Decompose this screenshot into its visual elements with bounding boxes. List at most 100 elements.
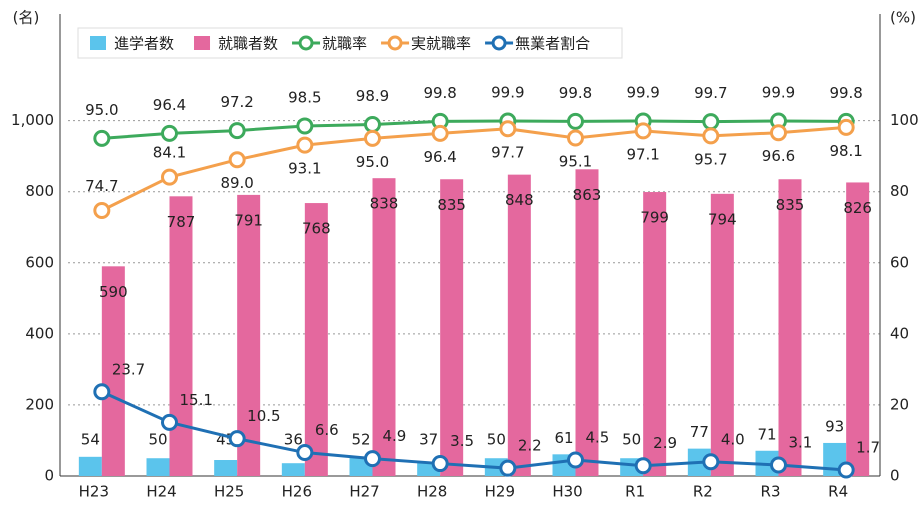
line-point [93,129,111,147]
legend-marker [298,35,314,51]
y2-tick-label: 80 [890,182,909,200]
line-point [93,202,111,220]
line-label: 97.7 [491,143,524,161]
legend-marker [491,35,507,51]
bar-label: 54 [81,431,100,449]
line-label: 95.0 [85,101,118,119]
x-tick-label: R4 [828,483,848,501]
bar-label: 77 [690,423,709,441]
bar [304,203,328,476]
bar-label: 794 [708,210,737,228]
line-label: 99.9 [762,83,795,101]
line [101,390,847,472]
line-label: 74.7 [85,177,118,195]
line-point [837,118,855,136]
line-label: 95.0 [356,153,389,171]
y-tick-label: 200 [25,395,54,413]
line-label: 97.2 [220,93,253,111]
line-label: 96.6 [762,147,795,165]
bar [169,196,193,476]
y2-tick-label: 20 [890,395,909,413]
x-tick-label: H25 [214,483,244,501]
bar-label: 590 [99,283,128,301]
line-label: 97.1 [626,145,659,163]
y2-tick-label: 0 [890,467,900,485]
legend-label: 実就職率 [411,35,471,53]
line [101,119,847,140]
line-label: 99.9 [626,83,659,101]
line-point [837,461,855,479]
line-point [161,413,178,431]
line-point [296,117,314,135]
line-label: 99.8 [559,84,592,102]
line-point [296,136,314,154]
bar-label: 50 [148,431,167,449]
line-label: 84.1 [153,144,186,162]
line-label: 99.8 [829,84,862,102]
line-point [567,112,584,130]
x-tick-label: H24 [146,483,176,501]
line-label: 2.9 [653,434,677,452]
line-point [702,113,720,131]
bar-label: 835 [776,196,805,214]
legend-box [77,27,623,59]
line-point [364,116,381,134]
line-label: 15.1 [180,391,213,409]
line-label: 89.0 [220,174,253,192]
line-point [702,453,720,471]
line-label: 2.2 [518,437,542,455]
line-label: 96.4 [153,96,186,114]
bar [372,178,396,477]
line-point [228,122,246,140]
bar-label: 71 [757,425,776,443]
bar [281,463,305,476]
line-point [296,444,314,462]
bar-label: 863 [573,186,602,204]
bar [575,169,599,476]
x-tick-label: H28 [417,483,447,501]
line-point [770,456,787,474]
x-tick-label: R1 [625,483,645,501]
line-point [228,151,246,169]
line-point [228,430,246,448]
x-tick-label: H27 [349,483,379,501]
bar-label: 848 [505,191,534,209]
line-point [431,124,449,142]
line-point [364,129,381,147]
y2-tick-label: 60 [890,253,909,271]
line-label: 99.8 [423,84,456,102]
line-point [499,459,517,477]
legend-label: 無業者割合 [515,35,590,53]
bar [440,179,464,476]
legend-label: 就職率 [322,35,367,53]
line-label: 4.0 [721,430,745,448]
x-tick-label: R3 [761,483,781,501]
bar [507,174,531,476]
legend-swatch [90,36,106,50]
line-point [634,457,652,475]
line-label: 1.7 [856,438,880,456]
bar [710,193,734,476]
y-tick-label: 400 [25,324,54,342]
line-label: 6.6 [315,421,339,439]
y-tick-label: 0 [44,467,54,485]
y2-tick-label: 40 [890,324,909,342]
bar-label: 61 [554,429,573,447]
line [101,125,847,212]
line-label: 98.5 [288,88,321,106]
line-label: 10.5 [247,407,280,425]
line-point [161,124,178,142]
line-point [702,127,720,145]
line-label: 4.5 [586,429,610,447]
line-label: 93.1 [288,160,321,178]
bar [237,194,261,477]
x-tick-label: H23 [79,483,109,501]
bar-label: 791 [234,211,263,229]
bar [146,458,170,476]
bar-label: 838 [370,195,399,213]
line-point [499,120,517,138]
bar-label: 835 [437,196,466,214]
line-label: 3.1 [789,433,813,451]
line-point [567,129,584,147]
